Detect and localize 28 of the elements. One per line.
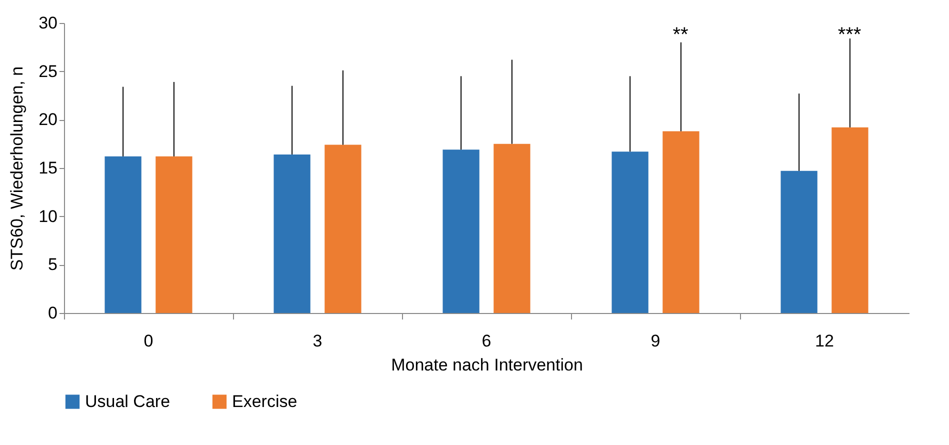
- y-tick-label: 30: [38, 14, 58, 32]
- bar: [274, 154, 310, 313]
- legend-label: Exercise: [232, 392, 298, 411]
- bar: [662, 131, 700, 313]
- y-tick-label: 0: [48, 304, 58, 322]
- x-tick-label: 0: [144, 332, 154, 350]
- y-tick-label: 5: [48, 255, 58, 274]
- x-tick-label: 3: [312, 332, 322, 350]
- bar: [832, 127, 868, 313]
- y-axis-title: STS60, Wiederholungen, n: [8, 66, 27, 271]
- x-axis-title: Monate nach Intervention: [391, 356, 583, 374]
- x-tick-label: 6: [482, 332, 492, 350]
- x-tick-label: 9: [650, 332, 660, 350]
- y-tick-label: 25: [38, 62, 58, 81]
- legend-label: Usual Care: [85, 392, 170, 411]
- bar: [494, 144, 530, 313]
- y-tick-label: 15: [38, 158, 58, 178]
- bar: [442, 150, 480, 313]
- x-tick-label: 12: [815, 332, 834, 350]
- y-tick-label: 20: [38, 110, 58, 130]
- annotation: ***: [838, 24, 862, 46]
- annotation: **: [672, 24, 688, 46]
- bar: [612, 152, 648, 313]
- bar: [324, 144, 362, 313]
- y-tick-label: 10: [38, 206, 58, 226]
- bar: [780, 170, 818, 313]
- bar: [104, 156, 142, 313]
- bar: [156, 156, 192, 313]
